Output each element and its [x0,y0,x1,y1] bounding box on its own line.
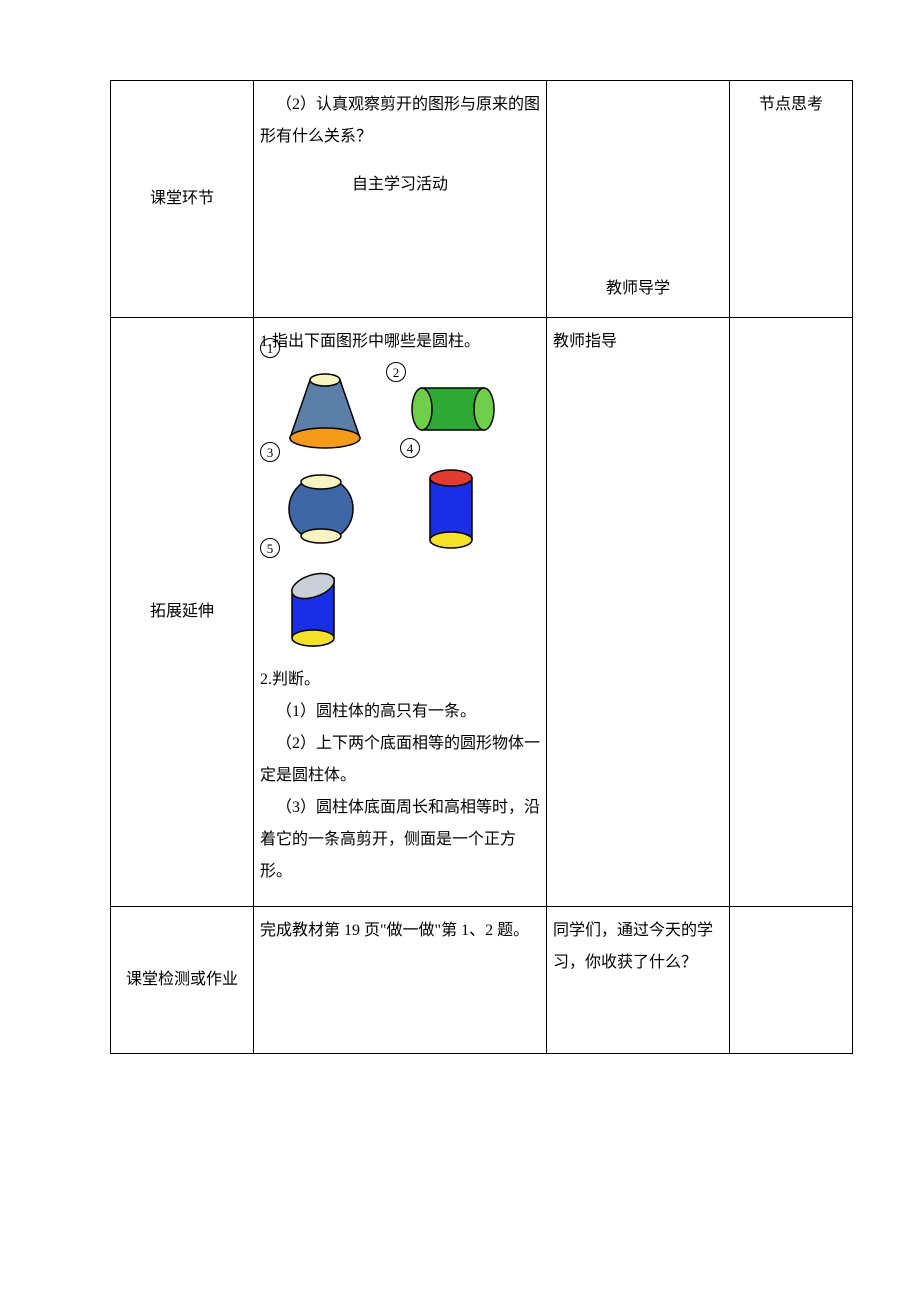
row3-col1: 课堂检测或作业 [111,907,254,1054]
row2-col2: 1.指出下面图形中哪些是圆柱。 1 2 [254,318,547,907]
row3-col1-text: 课堂检测或作业 [126,971,238,988]
page-container: 课堂环节 （2）认真观察剪开的图形与原来的图形有什么关系？ 自主学习活动 教师导… [0,0,920,1154]
shape-label-5: 5 [260,538,280,558]
row2-col3: 教师指导 [547,318,730,907]
row2-col1: 拓展延伸 [111,318,254,907]
frustum-icon [282,366,368,452]
q2-heading: 2.判断。 [260,664,540,696]
row1-col1-text: 课堂环节 [150,190,214,207]
table-row: 课堂环节 （2）认真观察剪开的图形与原来的图形有什么关系？ 自主学习活动 教师导… [111,81,853,318]
table-row: 拓展延伸 1.指出下面图形中哪些是圆柱。 1 [111,318,853,907]
shapes-row-2: 3 4 [260,466,540,552]
shape-label-4: 4 [400,438,420,458]
row2-col1-text: 拓展延伸 [150,603,214,620]
shape-label-3: 3 [260,442,280,462]
oblique-cylinder-icon [282,566,344,650]
horizontal-cylinder-icon [408,380,498,438]
shape-2-wrap: 2 [386,380,498,438]
shape-4-wrap: 4 [400,466,480,552]
q2-item3: （3）圆柱体底面周长和高相等时，沿着它的一条高剪开，侧面是一个正方形。 [260,792,540,888]
sphere-icon [282,470,360,548]
shape-5-wrap: 5 [260,566,344,650]
row3-col2: 完成教材第 19 页"做一做"第 1、2 题。 [254,907,547,1054]
row1-col2-line1: （2）认真观察剪开的图形与原来的图形有什么关系？ [260,89,540,153]
row3-col3: 同学们，通过今天的学习，你收获了什么？ [547,907,730,1054]
q2-item2: （2）上下两个底面相等的圆形物体一定是圆柱体。 [260,728,540,792]
shapes-row-1: 1 2 [260,366,540,452]
shapes-container: 1 2 [260,366,540,650]
row1-col3-text: 教师导学 [553,273,723,309]
row2-col3-text: 教师指导 [553,333,617,350]
table-row: 课堂检测或作业 完成教材第 19 页"做一做"第 1、2 题。 同学们，通过今天… [111,907,853,1054]
shape-1-wrap: 1 [260,366,368,452]
row1-col4: 节点思考 [730,81,853,318]
row3-col3-text: 同学们，通过今天的学习，你收获了什么？ [553,922,713,971]
shapes-row-3: 5 [260,566,540,650]
row1-col1: 课堂环节 [111,81,254,318]
vertical-cylinder-icon [422,466,480,552]
row1-col2-subtitle: 自主学习活动 [260,169,540,201]
shape-3-wrap: 3 [260,470,360,548]
row2-col4 [730,318,853,907]
row1-col3: 教师导学 [547,81,730,318]
shape-label-2: 2 [386,362,406,382]
row3-col4 [730,907,853,1054]
q1-text: 1.指出下面图形中哪些是圆柱。 [260,326,540,358]
row3-col2-text: 完成教材第 19 页"做一做"第 1、2 题。 [260,922,529,939]
lesson-table: 课堂环节 （2）认真观察剪开的图形与原来的图形有什么关系？ 自主学习活动 教师导… [110,80,853,1054]
row1-col2: （2）认真观察剪开的图形与原来的图形有什么关系？ 自主学习活动 [254,81,547,318]
q2-item1: （1）圆柱体的高只有一条。 [260,696,540,728]
shape-label-1: 1 [260,338,280,358]
row1-col4-text: 节点思考 [759,96,823,113]
